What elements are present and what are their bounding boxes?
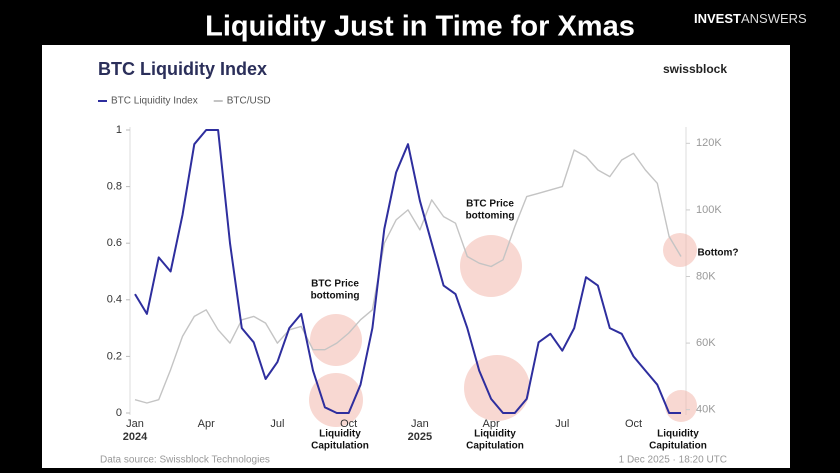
annotation: Liquidity [657, 429, 699, 440]
source: Data source: Swissblock Technologies [100, 455, 270, 466]
annotation: Bottom? [697, 248, 738, 259]
x-tick-label: Oct [625, 418, 642, 430]
logo: swissblock [663, 62, 727, 76]
x-tick-part: Oct [340, 418, 357, 430]
y-tick-label: 0.6 [107, 237, 122, 249]
highlight [663, 233, 697, 267]
y2-tick-label: 60K [696, 337, 716, 349]
slide-title: Liquidity Just in Time for Xmas [205, 11, 635, 43]
y-tick-label: 0.2 [107, 350, 122, 362]
highlight [464, 355, 530, 421]
x-tick-part: Oct [625, 418, 642, 430]
x-tick-part: 2024 [123, 431, 148, 443]
x-tick-label: Apr [483, 418, 500, 430]
x-tick-part: 2025 [408, 431, 432, 443]
chart-title: BTC Liquidity Index [98, 59, 267, 79]
x-tick-part: Jan [411, 418, 429, 430]
y2-tick-label: 40K [696, 404, 716, 416]
series-line [134, 149, 682, 404]
y2-tick-label: 80K [696, 270, 716, 282]
y-tick-label: 0 [116, 407, 122, 419]
y-tick-label: 1 [116, 124, 122, 136]
annotation: BTC Price [466, 199, 514, 210]
x-tick-part: Apr [483, 418, 500, 430]
highlight [310, 314, 362, 366]
series-line [134, 129, 681, 414]
annotation: Liquidity [474, 429, 516, 440]
legend-label: BTC/USD [227, 96, 271, 107]
annotation: Capitulation [311, 441, 369, 452]
x-tick-part: Jul [555, 418, 569, 430]
x-tick-label: Oct [340, 418, 357, 430]
x-tick-part: Jul [270, 418, 284, 430]
x-tick-label: Jan 2024 [123, 418, 148, 443]
brand-light: ANSWERS [741, 11, 807, 26]
y2-tick-label: 100K [696, 204, 722, 216]
annotation: Capitulation [466, 441, 524, 452]
annotation: bottoming [466, 211, 515, 222]
annotation: Capitulation [649, 441, 707, 452]
timestamp: 1 Dec 2025 · 18:20 UTC [619, 455, 727, 466]
y-tick-label: 0.4 [107, 294, 122, 306]
y2-tick-label: 120K [696, 137, 722, 149]
brand-strong: INVEST [694, 11, 741, 26]
brand: INVESTANSWERS [694, 11, 807, 26]
y-tick-label: 0.8 [107, 181, 122, 193]
annotation: bottoming [311, 291, 360, 302]
x-tick-label: Apr [198, 418, 215, 430]
x-tick-label: Jul [270, 418, 284, 430]
highlight [665, 390, 697, 422]
x-tick-part: Apr [198, 418, 215, 430]
annotation: Liquidity [319, 429, 361, 440]
annotation: BTC Price [311, 279, 359, 290]
legend-label: BTC Liquidity Index [111, 96, 198, 107]
x-tick-label: Jul [555, 418, 569, 430]
x-tick-part: Jan [126, 418, 144, 430]
x-tick-label: Jan 2025 [408, 418, 432, 443]
